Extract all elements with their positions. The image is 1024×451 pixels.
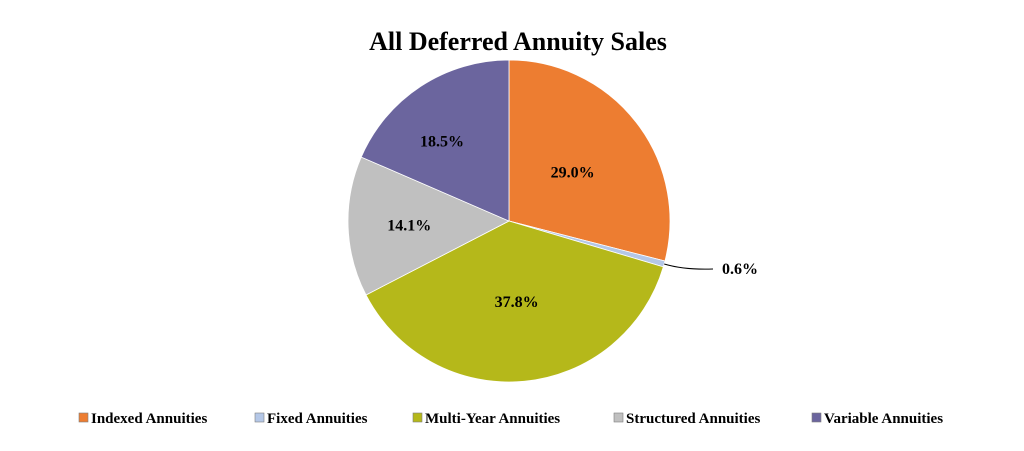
legend-label-fixed-annuities: Fixed Annuities: [267, 411, 368, 427]
data-label-variable-annuities: 18.5%: [420, 133, 464, 150]
data-label-fixed-annuities: 0.6%: [722, 261, 758, 278]
legend-item-indexed-annuities: Indexed Annuities: [78, 411, 207, 427]
data-label-multi-year-annuities: 37.8%: [495, 294, 539, 311]
legend-swatch-structured-annuities: [613, 412, 624, 423]
legend-label-structured-annuities: Structured Annuities: [626, 411, 760, 427]
data-label-structured-annuities: 14.1%: [387, 217, 431, 234]
pie-slice-variable-annuities: [360, 59, 510, 222]
legend-swatch-variable-annuities: [811, 412, 822, 423]
legend-label-indexed-annuities: Indexed Annuities: [91, 411, 207, 427]
legend-label-multi-year-annuities: Multi-Year Annuities: [425, 411, 560, 427]
pie-slices: [347, 59, 671, 383]
legend-label-variable-annuities: Variable Annuities: [824, 411, 943, 427]
pie-slice-indexed-annuities: [508, 59, 671, 262]
chart-title: All Deferred Annuity Sales: [369, 27, 667, 56]
legend-item-structured-annuities: Structured Annuities: [613, 411, 760, 427]
leader-line-fixed-annuities: [664, 263, 714, 270]
legend-item-fixed-annuities: Fixed Annuities: [254, 411, 368, 427]
chart-legend: Indexed Annuities Fixed Annuities Multi-Ye…: [78, 411, 943, 427]
legend-item-multi-year-annuities: Multi-Year Annuities: [412, 411, 560, 427]
pie-slice-structured-annuities: [347, 156, 510, 296]
legend-swatch-fixed-annuities: [254, 412, 265, 423]
legend-swatch-multi-year-annuities: [412, 412, 423, 423]
pie-slice-multi-year-annuities: [365, 220, 664, 383]
legend-swatch-indexed-annuities: [78, 412, 89, 423]
legend-item-variable-annuities: Variable Annuities: [811, 411, 943, 427]
pie-data-labels: 29.0% 0.6% 37.8% 14.1% 18.5%: [387, 133, 758, 311]
data-label-indexed-annuities: 29.0%: [551, 165, 595, 182]
